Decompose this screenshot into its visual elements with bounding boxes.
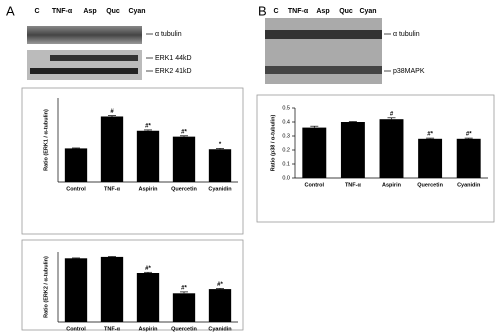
lane-label: C <box>273 8 278 15</box>
lane-label: Cyan <box>359 8 376 15</box>
x-tick-label: Cyanidin <box>457 182 481 188</box>
panel-label: B <box>258 3 267 18</box>
blot-image <box>27 50 142 80</box>
lane-label: Asp <box>316 8 329 15</box>
bar <box>100 256 124 322</box>
panel-label: A <box>6 3 15 18</box>
y-tick-label: 0.3 <box>282 133 290 139</box>
x-tick-label: Quercetin <box>171 186 197 192</box>
x-tick-label: TNF-α <box>104 186 121 192</box>
significance-label: # <box>110 109 114 115</box>
bar <box>302 127 327 178</box>
bar <box>379 119 404 178</box>
bar <box>208 289 232 322</box>
bar <box>64 258 88 322</box>
chart-frame <box>256 94 495 223</box>
x-tick-label: Cyanidin <box>208 326 232 332</box>
y-tick-label: 0.1 <box>282 161 290 167</box>
blot-band <box>30 68 138 74</box>
lane-label: Cyan <box>128 8 145 15</box>
x-tick-label: TNF-α <box>345 182 362 188</box>
blot-image <box>27 26 142 44</box>
x-tick-label: Control <box>305 182 325 188</box>
band-label: ERK2 41kD <box>155 68 192 75</box>
significance-label: #* <box>181 129 187 135</box>
bar <box>456 138 481 178</box>
significance-label: #* <box>181 285 187 291</box>
chart-frame <box>21 239 244 331</box>
y-tick-label: 0.5 <box>282 105 290 111</box>
blot-band <box>50 55 138 61</box>
x-tick-label: TNF-α <box>104 326 121 332</box>
bar <box>208 149 232 182</box>
x-tick-label: Quercetin <box>417 182 443 188</box>
blot-band <box>265 30 382 39</box>
lane-label: Quc <box>339 8 353 15</box>
y-axis-label: Ratio (ERK2 / α-tubulin) <box>43 256 49 318</box>
significance-label: #* <box>217 282 223 288</box>
blot-band <box>265 66 382 74</box>
x-tick-label: Aspirin <box>139 326 159 332</box>
x-tick-label: Quercetin <box>171 326 197 332</box>
lane-label: TNF-α <box>288 8 309 15</box>
bar <box>64 148 88 182</box>
bar <box>418 138 443 178</box>
bar <box>172 293 196 322</box>
y-tick-label: 0.4 <box>282 119 290 125</box>
x-tick-label: Aspirin <box>382 182 402 188</box>
x-tick-label: Control <box>66 326 86 332</box>
significance-label: * <box>219 142 222 148</box>
y-axis-label: Ratio (ERK1 / α-tubulin) <box>43 109 49 171</box>
bar <box>340 122 365 178</box>
bar <box>136 273 160 322</box>
significance-label: #* <box>427 132 433 138</box>
x-tick-label: Control <box>66 186 86 192</box>
bar <box>136 130 160 182</box>
y-tick-label: 0.0 <box>282 175 290 181</box>
x-tick-label: Aspirin <box>139 186 159 192</box>
blot-image <box>265 18 382 84</box>
significance-label: #* <box>145 266 151 272</box>
band-label: α tubulin <box>393 31 420 38</box>
x-tick-label: Cyanidin <box>208 186 232 192</box>
band-label: α tubulin <box>155 31 182 38</box>
lane-label: C <box>34 8 39 15</box>
bar <box>100 116 124 182</box>
significance-label: #* <box>145 123 151 129</box>
lane-label: Asp <box>83 8 96 15</box>
band-label: ERK1 44kD <box>155 55 192 62</box>
y-tick-label: 0.2 <box>282 147 290 153</box>
bar <box>172 136 196 182</box>
lane-label: Quc <box>106 8 120 15</box>
lane-label: TNF-α <box>52 8 73 15</box>
y-axis-label: Ratio (p38 / α-tubulin) <box>270 115 276 172</box>
significance-label: # <box>390 111 394 117</box>
band-label: p38MAPK <box>393 68 425 75</box>
chart-frame <box>21 87 244 235</box>
significance-label: #* <box>466 132 472 138</box>
